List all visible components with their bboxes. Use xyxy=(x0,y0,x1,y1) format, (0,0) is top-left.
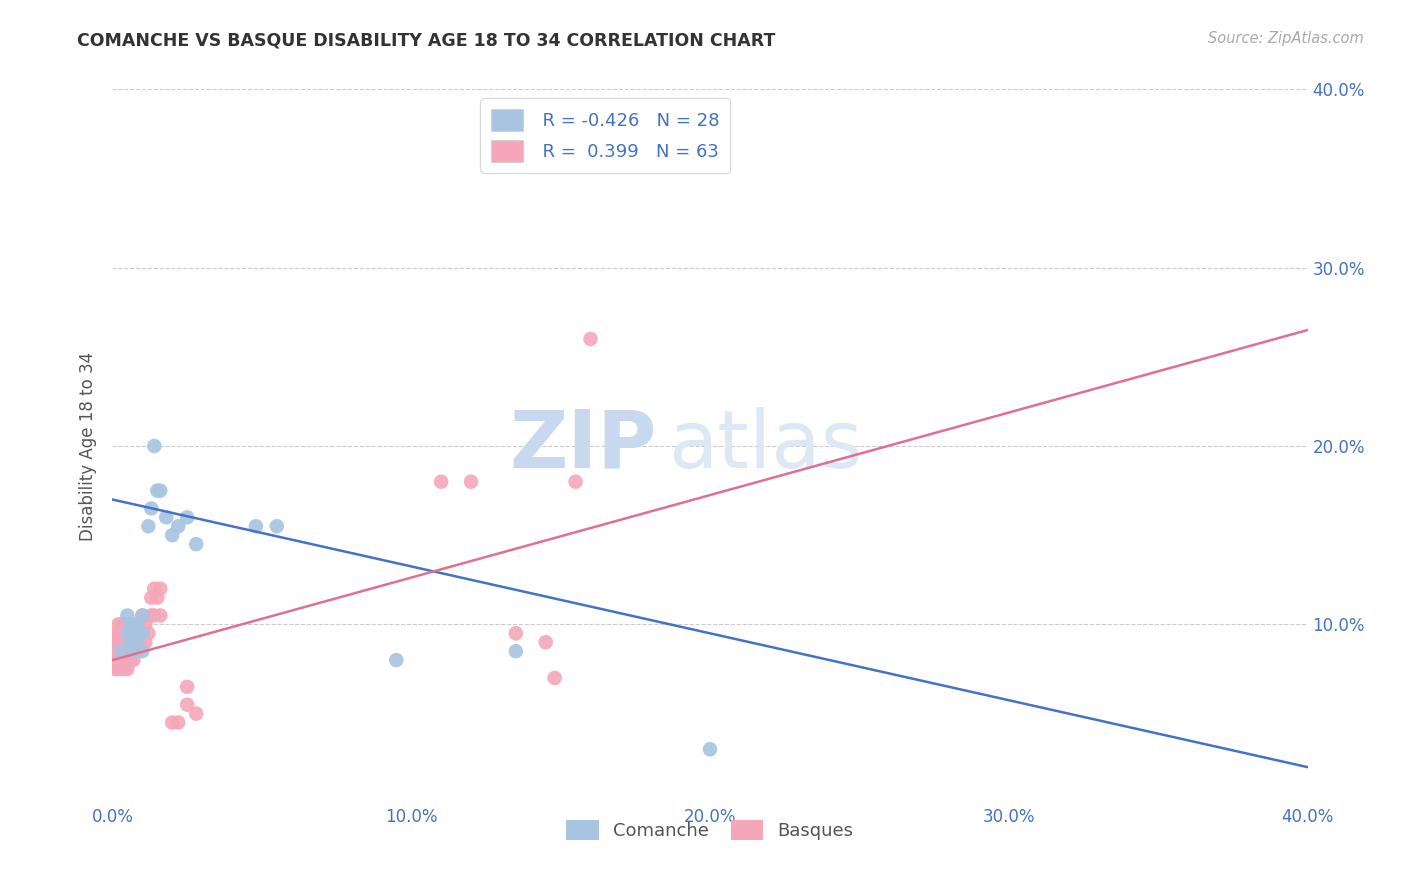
Point xyxy=(131,644,153,658)
Point xyxy=(117,608,139,623)
Point xyxy=(107,644,129,658)
Point xyxy=(131,626,153,640)
Text: ZIP: ZIP xyxy=(509,407,657,485)
Point xyxy=(117,653,139,667)
Y-axis label: Disability Age 18 to 34: Disability Age 18 to 34 xyxy=(79,351,97,541)
Point xyxy=(505,626,527,640)
Point xyxy=(167,715,190,730)
Point xyxy=(579,332,602,346)
Point xyxy=(131,608,153,623)
Point xyxy=(245,519,267,533)
Point xyxy=(149,483,172,498)
Point xyxy=(125,617,148,632)
Point xyxy=(155,510,177,524)
Point xyxy=(143,608,166,623)
Point xyxy=(110,626,132,640)
Text: COMANCHE VS BASQUE DISABILITY AGE 18 TO 34 CORRELATION CHART: COMANCHE VS BASQUE DISABILITY AGE 18 TO … xyxy=(77,31,776,49)
Point xyxy=(162,715,183,730)
Point xyxy=(114,635,135,649)
Point xyxy=(114,662,135,676)
Point xyxy=(120,644,142,658)
Point xyxy=(122,644,145,658)
Point xyxy=(385,653,408,667)
Point xyxy=(117,644,139,658)
Point xyxy=(125,617,148,632)
Point xyxy=(122,653,145,667)
Point xyxy=(176,698,198,712)
Point xyxy=(543,671,565,685)
Point xyxy=(141,501,163,516)
Point xyxy=(104,662,127,676)
Point xyxy=(110,644,132,658)
Point xyxy=(107,617,129,632)
Point xyxy=(110,662,132,676)
Point xyxy=(104,626,127,640)
Point xyxy=(117,626,139,640)
Point xyxy=(162,528,183,542)
Point xyxy=(134,617,156,632)
Point xyxy=(134,635,156,649)
Text: Source: ZipAtlas.com: Source: ZipAtlas.com xyxy=(1208,31,1364,46)
Point xyxy=(114,626,135,640)
Legend: Comanche, Basques: Comanche, Basques xyxy=(560,813,860,847)
Point xyxy=(114,644,135,658)
Point xyxy=(186,706,208,721)
Point xyxy=(120,635,142,649)
Point xyxy=(125,635,148,649)
Point xyxy=(149,608,172,623)
Point xyxy=(128,626,150,640)
Point xyxy=(131,626,153,640)
Point xyxy=(430,475,453,489)
Point xyxy=(125,635,148,649)
Point xyxy=(107,626,129,640)
Point xyxy=(122,635,145,649)
Point xyxy=(117,662,139,676)
Point xyxy=(143,582,166,596)
Point xyxy=(143,439,166,453)
Point xyxy=(131,608,153,623)
Point xyxy=(167,519,190,533)
Point xyxy=(110,644,132,658)
Point xyxy=(122,626,145,640)
Text: atlas: atlas xyxy=(668,407,862,485)
Point xyxy=(149,582,172,596)
Point xyxy=(120,635,142,649)
Point xyxy=(128,635,150,649)
Point xyxy=(117,626,139,640)
Point xyxy=(460,475,482,489)
Point xyxy=(141,608,163,623)
Point xyxy=(564,475,586,489)
Point xyxy=(110,617,132,632)
Point xyxy=(120,653,142,667)
Point xyxy=(534,635,557,649)
Point xyxy=(146,483,169,498)
Point xyxy=(110,653,132,667)
Point xyxy=(138,519,160,533)
Point xyxy=(117,635,139,649)
Point xyxy=(114,617,135,632)
Point xyxy=(146,591,169,605)
Point xyxy=(114,653,135,667)
Point xyxy=(110,635,132,649)
Point xyxy=(186,537,208,551)
Point xyxy=(176,510,198,524)
Point xyxy=(176,680,198,694)
Point xyxy=(505,644,527,658)
Point xyxy=(128,617,150,632)
Point xyxy=(107,653,129,667)
Point xyxy=(141,591,163,605)
Point xyxy=(107,635,129,649)
Point xyxy=(122,644,145,658)
Point xyxy=(107,662,129,676)
Point xyxy=(104,635,127,649)
Point xyxy=(104,653,127,667)
Point xyxy=(120,617,142,632)
Point xyxy=(138,626,160,640)
Point xyxy=(125,644,148,658)
Point xyxy=(104,644,127,658)
Point xyxy=(266,519,288,533)
Point xyxy=(699,742,721,756)
